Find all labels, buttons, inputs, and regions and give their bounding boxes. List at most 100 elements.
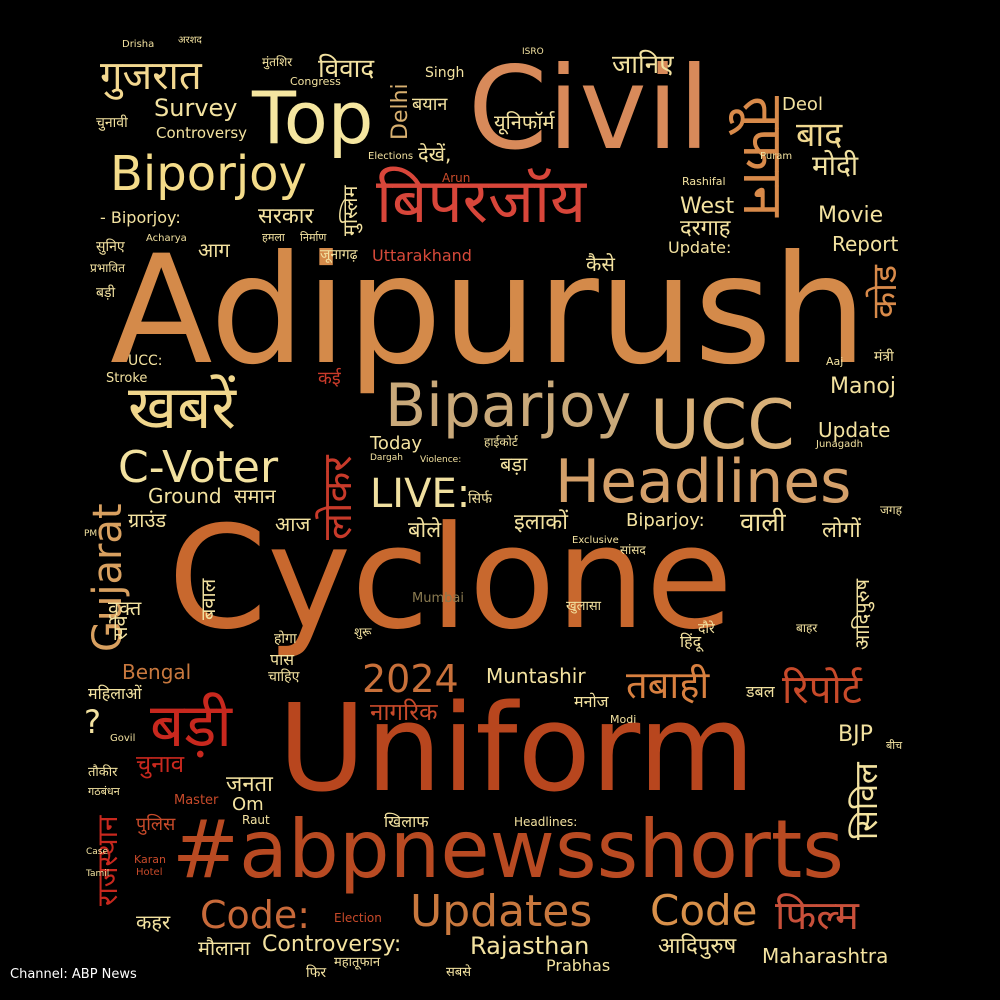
word-code-hindi: कोड xyxy=(865,264,905,318)
word-waqt: वक्त xyxy=(108,596,142,620)
word-saman: समान xyxy=(234,484,276,508)
word-biparjoy-colon: Biparjoy: xyxy=(626,510,705,531)
word-ucc-colon: UCC: xyxy=(128,353,163,369)
word-bayan: बयान xyxy=(412,94,448,115)
word-manoj-hindi: मनोज xyxy=(574,692,609,711)
word-biparjoy-hindi: बिपरजॉय xyxy=(376,164,587,237)
word-bengal: Bengal xyxy=(122,660,192,684)
word-maharashtra: Maharashtra xyxy=(762,944,889,968)
word-om: Om xyxy=(232,794,264,815)
word-maulana: मौलाना xyxy=(198,936,251,960)
word-election: Election xyxy=(334,911,382,925)
word-west: West xyxy=(680,194,735,219)
word-civil: Civil xyxy=(468,42,711,175)
word-movie: Movie xyxy=(818,203,884,228)
word-violence: Violence: xyxy=(420,455,462,465)
word-biparjoy: Biparjoy xyxy=(385,371,632,441)
word-chunav: चुनाव xyxy=(136,750,185,778)
word-bjp: BJP xyxy=(838,722,873,747)
word-manoj: Manoj xyxy=(830,374,896,399)
word-biporjoy: Biporjoy xyxy=(110,146,307,202)
word-ilakon: इलाकों xyxy=(514,510,569,535)
word-uttarakhand: Uttarakhand xyxy=(372,246,472,265)
word-bole: बोले xyxy=(408,518,442,543)
word-hindu: हिंदू xyxy=(680,632,702,651)
word-code-colon: Code: xyxy=(200,893,311,937)
word-uniform-hindi: यूनिफॉर्म xyxy=(494,110,555,134)
word-gujarat-hindi: गुजरात xyxy=(100,53,202,99)
word-pm: PM xyxy=(84,529,98,539)
word-hoga: होगा xyxy=(274,631,297,647)
word-ucc: UCC xyxy=(650,386,795,465)
word-modi: मोदी xyxy=(812,149,859,182)
word-deol: Deol xyxy=(782,94,823,115)
word-isro: ISRO xyxy=(522,47,544,57)
word-kai: कई xyxy=(318,368,341,389)
word-drisha: Drisha xyxy=(122,39,155,50)
word-civil-hindi: सिविल xyxy=(847,762,885,840)
word-update-colon: Update: xyxy=(668,238,732,257)
word-muntashir-hindi: मुंतशिर xyxy=(262,55,293,69)
word-janiye: जानिए xyxy=(612,50,674,80)
word-suniye: सुनिए xyxy=(96,239,125,255)
word-dekhen: देखें, xyxy=(418,142,452,166)
word-elections: Elections xyxy=(368,151,414,162)
word-modi-small: Modi xyxy=(610,713,637,726)
word-adipurush: Adipurush xyxy=(110,224,868,398)
word-junagadh: Junagadh xyxy=(816,439,863,450)
word-sarkar: सरकार xyxy=(258,204,314,229)
word-ground: Ground xyxy=(148,484,222,508)
word-report: Report xyxy=(832,232,899,256)
word-mumbai: Mumbai xyxy=(412,591,464,606)
word-adipurush-hindi: आदिपुरुष xyxy=(658,934,737,959)
word-sabse: सबसे xyxy=(446,965,471,980)
word-rajasthan-hindi: राजस्थान xyxy=(91,815,124,907)
word-headlines-colon: Headlines: xyxy=(514,815,578,829)
word-badi-small: बड़ी xyxy=(96,285,116,301)
word-prabhas: Prabhas xyxy=(546,956,611,975)
word-kaise: कैसे xyxy=(586,252,615,276)
word-arshad: अरशद xyxy=(178,35,202,46)
word-khabren: खबरें xyxy=(128,373,236,443)
word-dargah-hindi: दरगाह xyxy=(680,216,731,241)
word-khilaf: खिलाफ xyxy=(384,812,429,831)
word-bahar: बाहर xyxy=(796,621,818,635)
word-delhi: Delhi xyxy=(388,83,413,140)
word-taukeer: तौकीर xyxy=(88,765,118,780)
channel-caption: Channel: ABP News xyxy=(10,967,137,982)
word-film: फिल्म xyxy=(775,893,859,939)
word-rajasthan: Rajasthan xyxy=(470,932,590,960)
word-dargah: Dargah xyxy=(370,453,403,463)
word-gathbandhan: गठबंधन xyxy=(88,785,120,798)
word-arun: Arun xyxy=(442,171,471,185)
word-beech: बीच xyxy=(886,739,903,752)
word-tabahi: तबाही xyxy=(626,663,710,707)
word-biporjoy-dash: - Biporjoy: xyxy=(100,208,181,227)
word-baad: बाद xyxy=(796,115,843,155)
word-stroke: Stroke xyxy=(106,371,148,386)
word-uniform: Uniform xyxy=(278,680,756,819)
word-ground-hindi: ग्राउंड xyxy=(128,508,167,532)
word-update: Update xyxy=(818,418,891,442)
word-vivad: विवाद xyxy=(318,54,375,84)
word-headlines: Headlines xyxy=(555,447,852,517)
word-congress: Congress xyxy=(290,75,341,88)
word-khulasa: खुलासा xyxy=(566,599,601,614)
word-kahar: कहर xyxy=(136,910,171,934)
word-wali: वाली xyxy=(740,508,786,538)
word-cvoter: C-Voter xyxy=(118,442,279,493)
word-janta: जनता xyxy=(226,772,273,797)
word-saansad: सांसद xyxy=(620,543,646,557)
word-rashifal: Rashifal xyxy=(682,175,726,188)
word-aaj: आज xyxy=(275,512,311,536)
word-junagadh-hindi: जूनागढ़ xyxy=(320,247,358,263)
word-raut: Raut xyxy=(242,813,270,827)
word-daure: दौरे xyxy=(698,621,715,637)
word-report-hindi: रिपोर्ट xyxy=(782,667,862,713)
word-adipurush-hindi-2: आदिपुरुष xyxy=(850,578,874,650)
word-double: डबल xyxy=(746,682,775,701)
word-bada: बड़ा xyxy=(500,452,528,476)
word-muslim: मुस्लिम xyxy=(338,185,362,236)
word-acharya: Acharya xyxy=(146,233,187,244)
